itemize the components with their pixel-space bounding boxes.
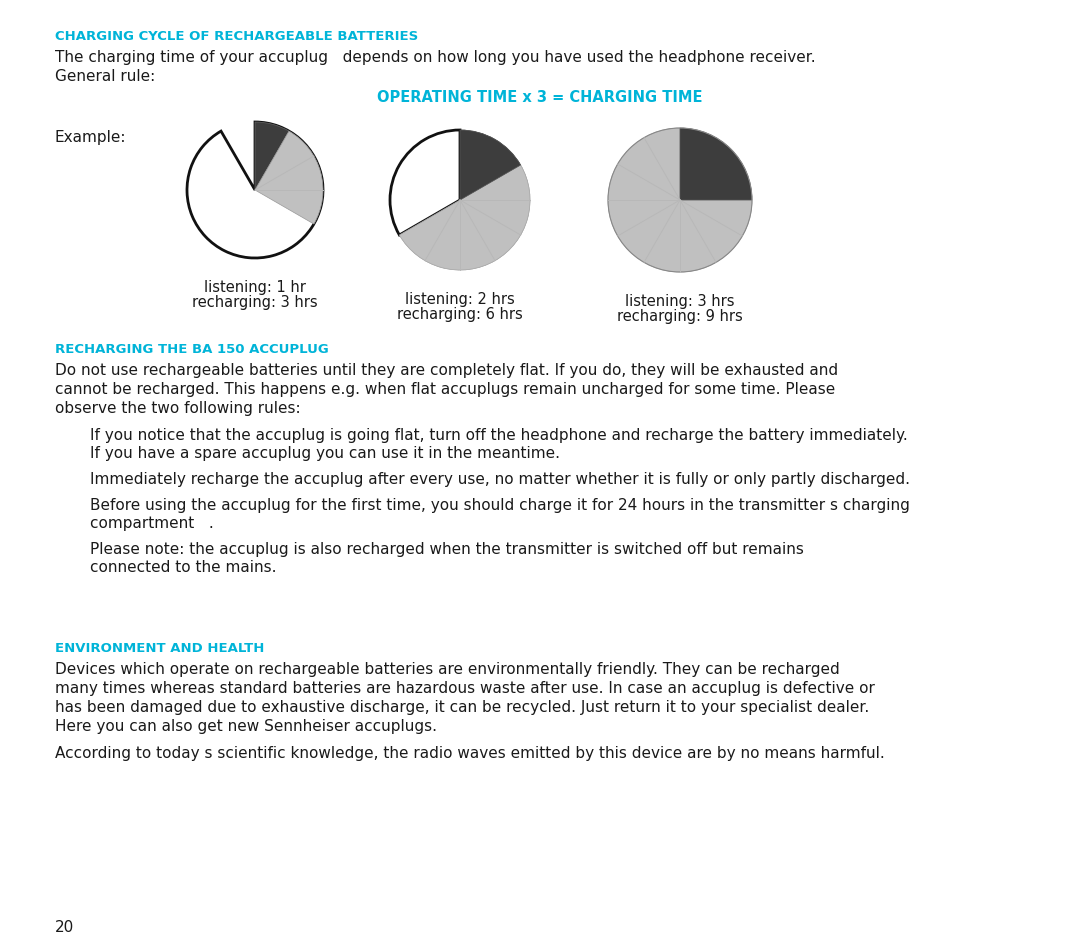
Text: Example:: Example: [55, 130, 126, 145]
Text: According to today s scientific knowledge, the radio waves emitted by this devic: According to today s scientific knowledg… [55, 746, 885, 761]
Text: CHARGING CYCLE OF RECHARGEABLE BATTERIES: CHARGING CYCLE OF RECHARGEABLE BATTERIES [55, 30, 418, 43]
Text: has been damaged due to exhaustive discharge, it can be recycled. Just return it: has been damaged due to exhaustive disch… [55, 700, 869, 715]
Text: listening: 1 hr: listening: 1 hr [204, 280, 306, 295]
Text: Devices which operate on rechargeable batteries are environmentally friendly. Th: Devices which operate on rechargeable ba… [55, 662, 840, 677]
Text: If you have a spare accuplug you can use it in the meantime.: If you have a spare accuplug you can use… [90, 446, 561, 461]
Text: RECHARGING THE BA 150 ACCUPLUG: RECHARGING THE BA 150 ACCUPLUG [55, 343, 328, 356]
Text: cannot be recharged. This happens e.g. when flat accuplugs remain uncharged for : cannot be recharged. This happens e.g. w… [55, 382, 835, 397]
Wedge shape [400, 165, 530, 270]
Wedge shape [400, 165, 530, 270]
Text: listening: 3 hrs: listening: 3 hrs [625, 294, 734, 309]
Wedge shape [460, 130, 521, 200]
Text: listening: 2 hrs: listening: 2 hrs [405, 292, 515, 307]
Text: General rule:: General rule: [55, 69, 156, 84]
Text: ENVIRONMENT AND HEALTH: ENVIRONMENT AND HEALTH [55, 642, 265, 655]
Text: 20: 20 [55, 920, 75, 935]
Text: OPERATING TIME x 3 = CHARGING TIME: OPERATING TIME x 3 = CHARGING TIME [377, 90, 703, 105]
Wedge shape [680, 128, 752, 200]
Text: compartment   .: compartment . [90, 516, 214, 531]
Text: If you notice that the accuplug is going flat, turn off the headphone and rechar: If you notice that the accuplug is going… [90, 428, 908, 443]
Text: recharging: 3 hrs: recharging: 3 hrs [192, 295, 318, 310]
Text: Immediately recharge the accuplug after every use, no matter whether it is fully: Immediately recharge the accuplug after … [90, 472, 910, 487]
Text: Before using the accuplug for the first time, you should charge it for 24 hours : Before using the accuplug for the first … [90, 498, 909, 513]
Text: Please note: the accuplug is also recharged when the transmitter is switched off: Please note: the accuplug is also rechar… [90, 542, 804, 557]
Text: Here you can also get new Sennheiser accuplugs.: Here you can also get new Sennheiser acc… [55, 719, 437, 734]
Wedge shape [187, 122, 323, 258]
Wedge shape [255, 122, 289, 190]
Wedge shape [608, 128, 752, 272]
Text: observe the two following rules:: observe the two following rules: [55, 401, 300, 416]
Wedge shape [390, 130, 460, 235]
Text: many times whereas standard batteries are hazardous waste after use. In case an : many times whereas standard batteries ar… [55, 681, 875, 696]
Text: recharging: 9 hrs: recharging: 9 hrs [617, 309, 743, 324]
Wedge shape [390, 130, 460, 235]
Text: recharging: 6 hrs: recharging: 6 hrs [397, 307, 523, 322]
Wedge shape [255, 131, 323, 224]
Wedge shape [460, 130, 521, 200]
Text: Do not use rechargeable batteries until they are completely flat. If you do, the: Do not use rechargeable batteries until … [55, 363, 838, 378]
Text: connected to the mains.: connected to the mains. [90, 560, 276, 575]
Text: The charging time of your accuplug   depends on how long you have used the headp: The charging time of your accuplug depen… [55, 50, 815, 65]
